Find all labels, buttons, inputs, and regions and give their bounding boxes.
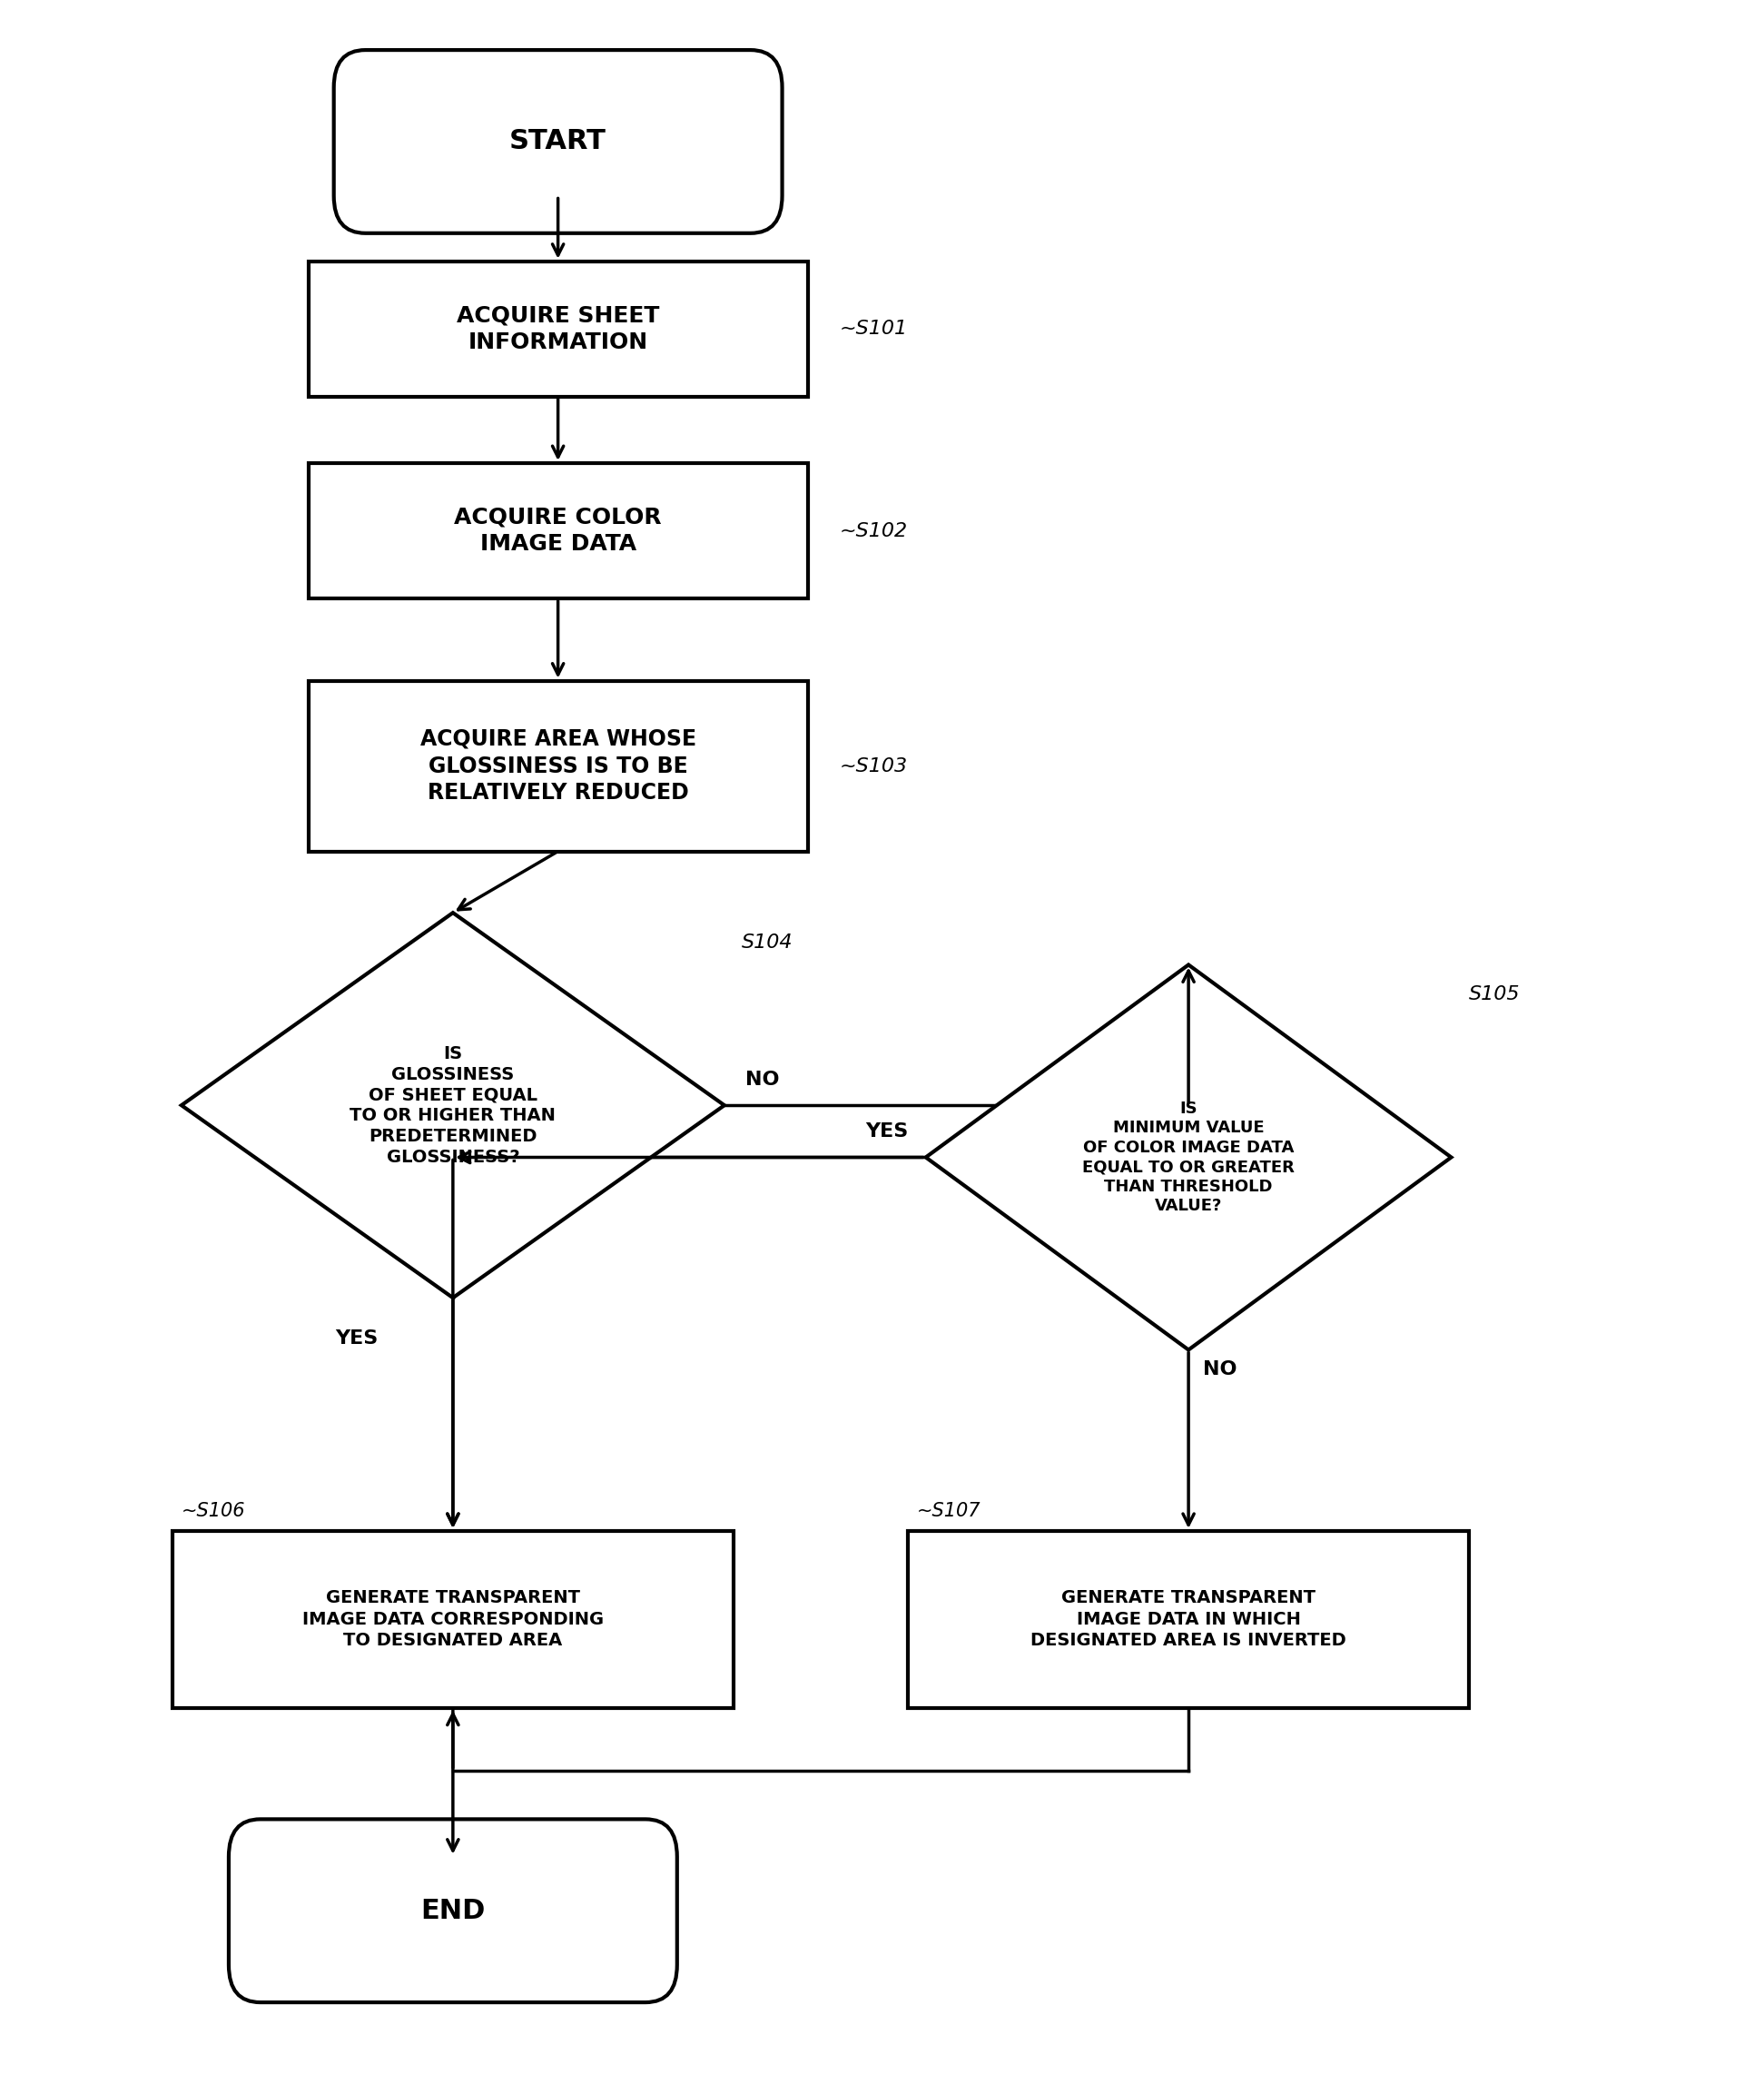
FancyBboxPatch shape: [229, 1820, 677, 2002]
Text: IS
MINIMUM VALUE
OF COLOR IMAGE DATA
EQUAL TO OR GREATER
THAN THRESHOLD
VALUE?: IS MINIMUM VALUE OF COLOR IMAGE DATA EQU…: [1083, 1099, 1295, 1215]
Text: GENERATE TRANSPARENT
IMAGE DATA IN WHICH
DESIGNATED AREA IS INVERTED: GENERATE TRANSPARENT IMAGE DATA IN WHICH…: [1030, 1589, 1346, 1650]
Text: NO: NO: [1203, 1361, 1237, 1378]
Text: ~S103: ~S103: [840, 756, 907, 775]
Text: ACQUIRE AREA WHOSE
GLOSSINESS IS TO BE
RELATIVELY REDUCED: ACQUIRE AREA WHOSE GLOSSINESS IS TO BE R…: [420, 729, 697, 804]
Text: ~S106: ~S106: [182, 1501, 245, 1520]
FancyBboxPatch shape: [333, 50, 781, 232]
Bar: [309, 681, 808, 852]
Bar: [309, 262, 808, 396]
Text: IS
GLOSSINESS
OF SHEET EQUAL
TO OR HIGHER THAN
PREDETERMINED
GLOSSINESS?: IS GLOSSINESS OF SHEET EQUAL TO OR HIGHE…: [349, 1045, 556, 1166]
Text: ~S107: ~S107: [917, 1501, 981, 1520]
Polygon shape: [182, 913, 725, 1298]
Text: S105: S105: [1469, 986, 1521, 1003]
Text: ACQUIRE COLOR
IMAGE DATA: ACQUIRE COLOR IMAGE DATA: [453, 507, 662, 555]
Text: START: START: [510, 128, 607, 155]
Bar: [908, 1531, 1469, 1709]
Text: END: END: [420, 1897, 485, 1924]
Text: ACQUIRE SHEET
INFORMATION: ACQUIRE SHEET INFORMATION: [457, 304, 660, 354]
Bar: [309, 463, 808, 599]
Text: S104: S104: [743, 934, 794, 953]
Text: YES: YES: [335, 1330, 377, 1346]
Text: YES: YES: [866, 1122, 908, 1141]
Text: ~S101: ~S101: [840, 320, 907, 337]
Polygon shape: [926, 965, 1452, 1351]
Bar: [173, 1531, 734, 1709]
Text: ~S102: ~S102: [840, 521, 907, 540]
Text: NO: NO: [746, 1070, 780, 1089]
Text: GENERATE TRANSPARENT
IMAGE DATA CORRESPONDING
TO DESIGNATED AREA: GENERATE TRANSPARENT IMAGE DATA CORRESPO…: [302, 1589, 603, 1650]
